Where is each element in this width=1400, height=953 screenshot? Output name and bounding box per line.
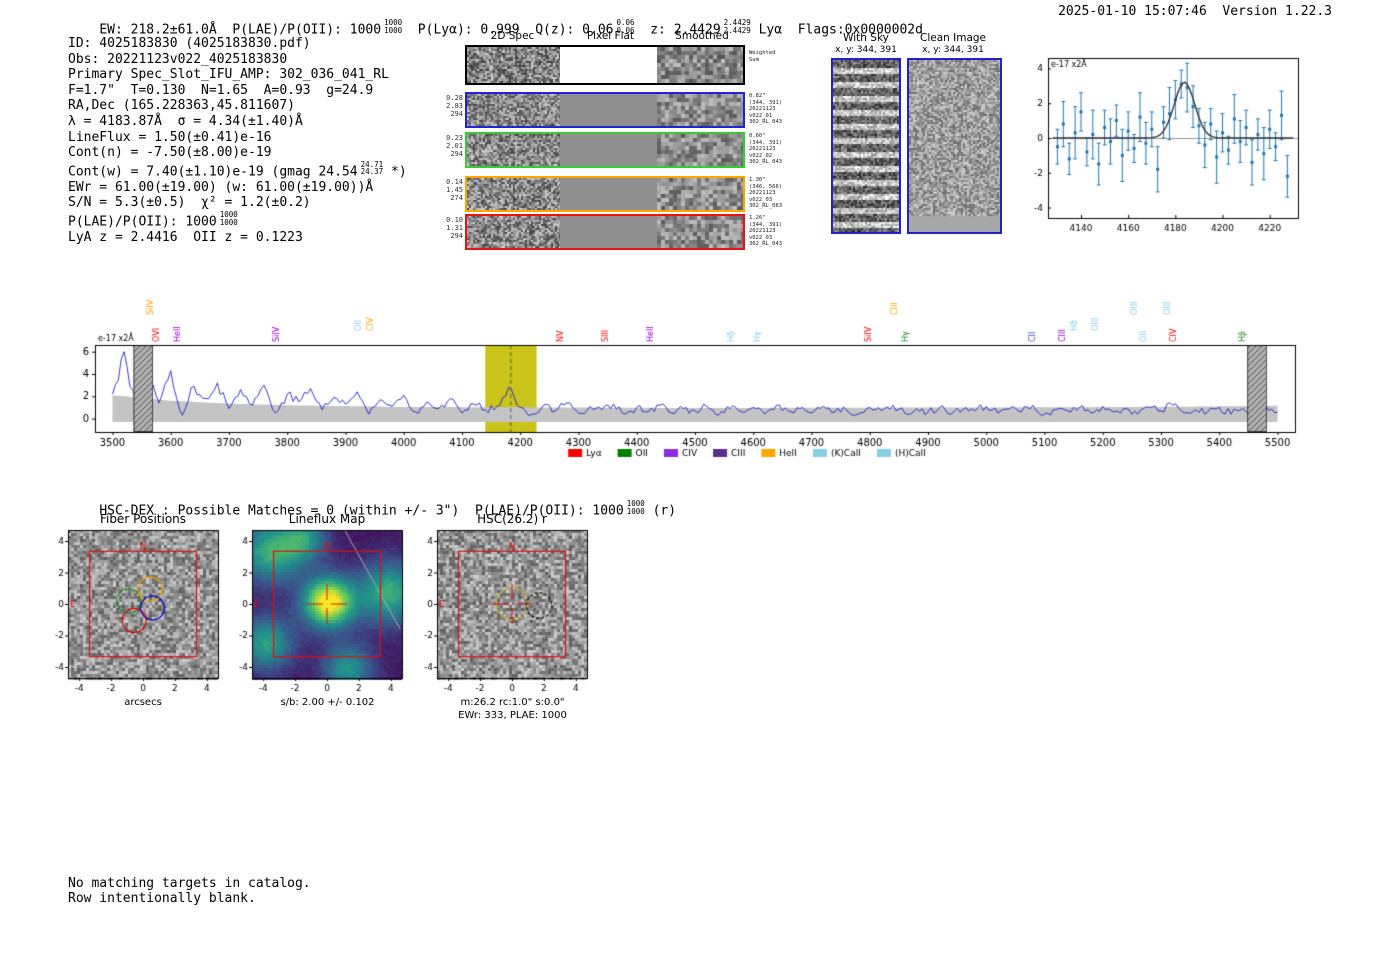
spec2d-col-title-smoothed: Smoothed (675, 30, 729, 42)
spec2d-row-meta: 0.60" (344, 391) 20221123 v022_02 302_RL… (749, 133, 783, 165)
spec2d-row-pixelflat (560, 94, 657, 126)
spec2d-row-pixelflat (560, 134, 657, 166)
footer-no-match: No matching targets in catalog. (68, 876, 311, 891)
spec2d-row-meta: 0.82" (344, 391) 20221123 v022_01 302_RL… (749, 93, 783, 125)
cutout-caption-sb: s/b: 2.00 +/- 0.102 (280, 697, 375, 708)
info-line-contw: Cont(w) = 7.40(±1.10)e-19 (gmag 24.54 24.… (68, 159, 407, 180)
spec2d-fiber-row (465, 132, 745, 168)
cutout-caption-arcsecs: arcsecs (124, 697, 162, 708)
info-line-primary: Primary Spec_Slot_IFU_AMP: 302_036_041_R… (68, 67, 389, 83)
spec2d-fiber-row (465, 176, 745, 212)
header-ew: EW: 218.2±61.0Å (99, 22, 233, 38)
header-plae: P(LAE)/P(OII): 1000 (232, 22, 382, 38)
hsc-r-cutout (405, 522, 610, 700)
info-block: ID: 4025183830 (4025183830.pdf) Obs: 202… (68, 36, 407, 246)
info-line-seeing: F=1.7" T=0.130 N=1.65 A=0.93 g=24.9 (68, 82, 374, 98)
hsc-dex-match-line: HSC-DEX : Possible Matches = 0 (within +… (99, 499, 677, 519)
info-line-sn: S/N = 5.3(±0.5) χ² = 1.2(±0.2) (68, 195, 311, 211)
spec2d-row-smoothed-image (657, 178, 743, 210)
info-line-lambda: λ = 4183.87Å σ = 4.34(±1.40)Å (68, 113, 303, 129)
header-qz-stack: 0.06 0.06 (616, 18, 635, 35)
with-sky-title: With Sky (843, 32, 889, 44)
header-z: z: 2.4429 (634, 22, 721, 38)
hsc-plae-stack: 1000 1000 (626, 499, 645, 516)
spec2d-row-smoothed-image (657, 134, 743, 166)
info-line-redshifts: LyA z = 2.4416 OII z = 0.1223 (68, 230, 303, 246)
header-z-stack: 2.4429 2.4429 (723, 18, 751, 35)
emission-line-fit-plot (1015, 44, 1325, 240)
clean-image-image (909, 60, 1000, 232)
clean-image-title: Clean Image (919, 32, 987, 44)
info-line-contn: Cont(n) = -7.50(±8.00)e-19 (68, 145, 272, 161)
spec2d-weighted-smoothed-image (657, 47, 743, 83)
cutout-caption-aperture: m:26.2 rc:1.0" s:0.0" (460, 697, 565, 708)
spec2d-weighted-2d-image (467, 47, 560, 83)
spec2d-col-title-2dspec: 2D Spec (490, 30, 535, 42)
header-qz: Q(z): 0.06 (535, 22, 614, 38)
spec2d-row-weights: 0.14 1.45 274 (446, 178, 463, 202)
spec2d-row-weights: 0.28 2.83 294 (446, 94, 463, 118)
info-line-ewr: EWr = 61.00(±19.00) (w: 61.00(±19.00))Å (68, 179, 374, 195)
spec2d-row-weights: 0.10 1.31 294 (446, 216, 463, 240)
spec2d-col-title-pixelflat: Pixel Flat (586, 30, 635, 42)
header-z-suffix: Lyα (750, 22, 798, 38)
spec2d-row-weights: 0.23 2.01 294 (446, 134, 463, 158)
with-sky-panel (831, 58, 901, 234)
spec2d-row-meta: 1.30" (346, 566) 20221123 v022_03 302_RL… (749, 177, 783, 209)
clean-image-panel (907, 58, 1002, 234)
info-line-obs: Obs: 20221123v022_4025183830 (68, 51, 288, 67)
spec2d-row-pixelflat (560, 178, 657, 210)
clean-image-coords: x, y: 344, 391 (922, 45, 984, 55)
with-sky-coords: x, y: 344, 391 (835, 45, 897, 55)
header-plae-stack: 1000 1000 (384, 18, 403, 35)
spec2d-row-pixelflat (560, 216, 657, 248)
spec2d-weighted-sum-row (465, 45, 745, 85)
plae-stack: 1000 1000 (219, 210, 238, 227)
header-summary-line: EW: 218.2±61.0Å P(LAE)/P(OII): 1000 1000 1… (68, 4, 923, 53)
cutout-caption-ewr-plae: EWr: 333, PLAE: 1000 (458, 710, 567, 721)
header-plya: P(Lyα): 0.999 (402, 22, 536, 38)
spec2d-weighted-sum-label: Weighted Sum (749, 50, 776, 63)
gmag-stack: 24.71 24.37 (360, 159, 384, 177)
info-line-id: ID: 4025183830 (4025183830.pdf) (68, 36, 311, 51)
header-flags: Flags:0x0000002d (797, 22, 923, 38)
spec2d-fiber-row (465, 214, 745, 250)
spec2d-row-meta: 1.26" (344, 391) 20221123 v022_03 302_RL… (749, 215, 783, 247)
header-datetime: 2025-01-10 15:07:46 Version 1.22.3 (1058, 4, 1332, 19)
info-line-radec: RA,Dec (165.228363,45.811607) (68, 98, 295, 114)
spec2d-row-2d-image (467, 216, 560, 248)
spec2d-fiber-row (465, 92, 745, 128)
info-line-lineflux: LineFlux = 1.50(±0.41)e-16 (68, 129, 272, 145)
lineflux-map-cutout (220, 522, 425, 700)
with-sky-image (833, 60, 899, 232)
info-line-plae: P(LAE)/P(OII): 1000 1000 1000 (68, 210, 238, 230)
spec2d-row-2d-image (467, 178, 560, 210)
spec2d-row-smoothed-image (657, 216, 743, 248)
spec2d-row-smoothed-image (657, 94, 743, 126)
spec2d-row-2d-image (467, 134, 560, 166)
spec2d-row-2d-image (467, 94, 560, 126)
full-spectrum-plot (60, 276, 1322, 472)
fiber-positions-cutout (36, 522, 241, 700)
footer-blank-row: Row intentionally blank. (68, 891, 256, 906)
